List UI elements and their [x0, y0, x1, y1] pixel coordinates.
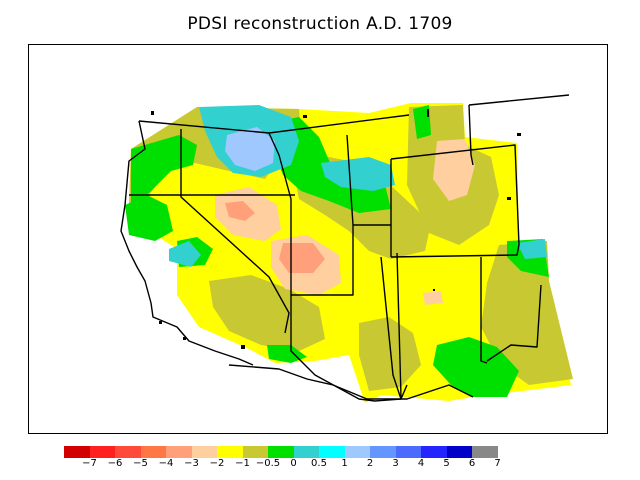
colorbar-swatch [472, 446, 498, 458]
colorbar-swatch [344, 446, 370, 458]
pdsi-zone-orange-nevada [225, 201, 255, 221]
colorbar-swatch [217, 446, 243, 458]
colorbar-swatch [166, 446, 192, 458]
colorbar-tick-label: 6 [468, 458, 476, 469]
map-islands [151, 109, 521, 349]
colorbar-swatch [140, 446, 166, 458]
pdsi-zone-teal-east [517, 239, 547, 259]
pdsi-zone-teal-mt [321, 157, 395, 191]
colorbar-swatch [64, 446, 90, 458]
colorbar-ticks: −7 −6 −5 −4 −3 −2 −1 −0.5 0 0.5 1 2 3 4 5 6 7 [0, 458, 640, 474]
colorbar-tick-label: −1 [235, 458, 250, 469]
pdsi-zone-green-oregon [125, 195, 173, 241]
colorbar-swatch [242, 446, 268, 458]
pdsi-zone-teal-ore [169, 241, 201, 267]
colorbar-swatch [89, 446, 115, 458]
colorbar-tick-label: −6 [107, 458, 123, 469]
colorbar-tick-label: 0.5 [311, 458, 327, 469]
colorbar-tick-label: −2 [209, 458, 225, 469]
colorbar [64, 446, 498, 458]
colorbar-tick-label: −5 [133, 458, 148, 469]
colorbar-swatch [293, 446, 319, 458]
pdsi-zone-peach-ne [433, 139, 475, 201]
colorbar-tick-label: 7 [494, 458, 501, 469]
colorbar-swatch [115, 446, 141, 458]
colorbar-tick-label: 4 [417, 458, 425, 469]
pdsi-map [120, 94, 573, 403]
colorbar-swatch [421, 446, 447, 458]
pdsi-zone-green-ne [413, 105, 431, 139]
pdsi-zone-peach-nm [423, 291, 443, 305]
pdsi-zone-green-nm [433, 337, 519, 397]
pdsi-zone-olive-sw [359, 317, 421, 391]
map-panel [28, 44, 608, 434]
state-borders [120, 94, 570, 402]
colorbar-tick-label: 2 [366, 458, 374, 469]
pdsi-zone-green-sw [267, 345, 307, 363]
colorbar-tick-label: −4 [158, 458, 174, 469]
colorbar-swatch [319, 446, 345, 458]
map-title: PDSI reconstruction A.D. 1709 [187, 14, 453, 34]
colorbar-swatch [191, 446, 217, 458]
colorbar-tick-label: −3 [184, 458, 199, 469]
colorbar-tick-label: 0 [290, 458, 297, 469]
colorbar-swatch [370, 446, 396, 458]
colorbar-swatch [446, 446, 472, 458]
colorbar-swatch [395, 446, 421, 458]
colorbar-swatch [268, 446, 294, 458]
colorbar-tick-label: 3 [392, 458, 399, 469]
colorbar-tick-label: 5 [443, 458, 450, 469]
colorbar-tick-label: 1 [341, 458, 348, 469]
colorbar-tick-label: −7 [82, 458, 97, 469]
pdsi-zone-lightblue-idaho [225, 127, 275, 171]
colorbar-tick-label: −0.5 [255, 458, 281, 469]
pdsi-zone-olive-south [209, 275, 325, 351]
